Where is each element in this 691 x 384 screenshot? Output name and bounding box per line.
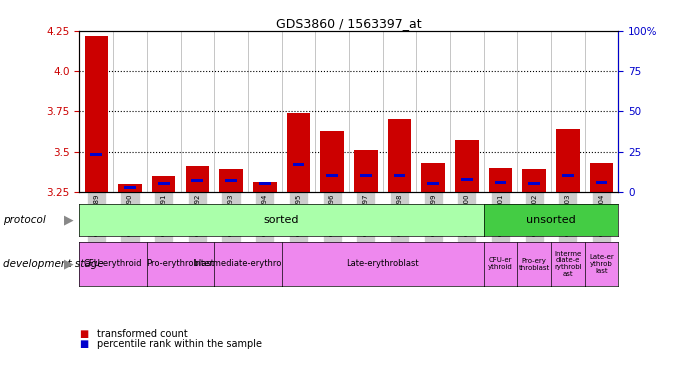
Text: ■: ■ bbox=[79, 339, 88, 349]
Bar bbox=[489, 168, 512, 192]
Bar bbox=[225, 179, 237, 182]
Bar bbox=[522, 169, 546, 192]
Bar bbox=[556, 129, 580, 192]
Text: unsorted: unsorted bbox=[527, 215, 576, 225]
Text: CFU-er
ythroid: CFU-er ythroid bbox=[488, 258, 513, 270]
Bar bbox=[394, 174, 406, 177]
Bar bbox=[84, 36, 108, 192]
Text: sorted: sorted bbox=[264, 215, 299, 225]
Text: protocol: protocol bbox=[3, 215, 46, 225]
Text: ▶: ▶ bbox=[64, 214, 74, 226]
Bar bbox=[360, 174, 372, 177]
Bar bbox=[186, 166, 209, 192]
Bar bbox=[292, 163, 304, 166]
Text: transformed count: transformed count bbox=[97, 329, 187, 339]
Bar bbox=[455, 141, 479, 192]
Text: development stage: development stage bbox=[3, 259, 104, 269]
Bar bbox=[326, 174, 338, 177]
Bar bbox=[388, 119, 411, 192]
Text: Interme
diate-e
rythrobl
ast: Interme diate-e rythrobl ast bbox=[554, 250, 582, 278]
Bar bbox=[259, 182, 271, 185]
Bar bbox=[118, 184, 142, 192]
Bar bbox=[562, 174, 574, 177]
Bar bbox=[427, 182, 439, 185]
Bar bbox=[219, 169, 243, 192]
Bar bbox=[158, 182, 169, 185]
Text: Late-er
ythrob
last: Late-er ythrob last bbox=[589, 254, 614, 274]
Text: Pro-ery
throblast: Pro-ery throblast bbox=[519, 258, 550, 270]
Text: Pro-erythroblast: Pro-erythroblast bbox=[146, 260, 214, 268]
Bar bbox=[495, 181, 507, 184]
Bar bbox=[152, 176, 176, 192]
Bar bbox=[590, 163, 614, 192]
Bar bbox=[529, 182, 540, 185]
Title: GDS3860 / 1563397_at: GDS3860 / 1563397_at bbox=[276, 17, 422, 30]
Text: ■: ■ bbox=[79, 329, 88, 339]
Text: Intermediate-erythroblast: Intermediate-erythroblast bbox=[193, 260, 303, 268]
Text: percentile rank within the sample: percentile rank within the sample bbox=[97, 339, 262, 349]
Bar bbox=[354, 150, 377, 192]
Bar bbox=[461, 178, 473, 180]
Bar bbox=[124, 186, 136, 189]
Bar bbox=[596, 181, 607, 184]
Bar bbox=[253, 182, 276, 192]
Text: ▶: ▶ bbox=[64, 258, 74, 270]
Bar bbox=[321, 131, 344, 192]
Text: Late-erythroblast: Late-erythroblast bbox=[346, 260, 419, 268]
Bar bbox=[191, 179, 203, 182]
Bar bbox=[91, 154, 102, 156]
Bar bbox=[422, 163, 445, 192]
Bar bbox=[287, 113, 310, 192]
Text: CFU-erythroid: CFU-erythroid bbox=[84, 260, 142, 268]
